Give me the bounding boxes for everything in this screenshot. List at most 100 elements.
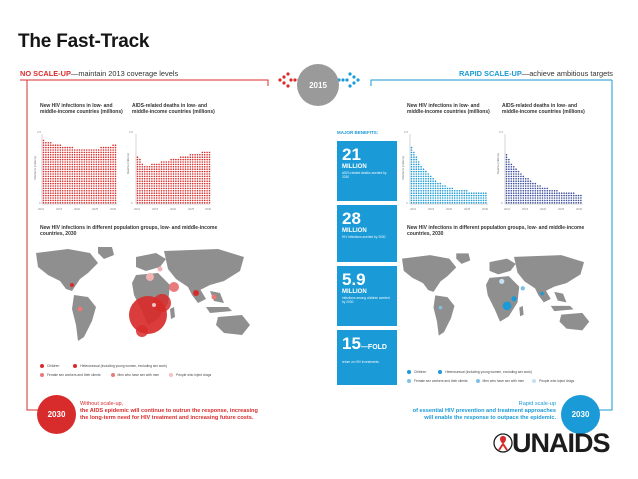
legend-dot [475, 379, 480, 383]
legend-dot [40, 364, 44, 368]
unaids-logo: UNAIDS [512, 428, 611, 458]
benefit-box-return: 15—FOLD return on HIV investments [337, 330, 397, 385]
y-tick: 2.5 [404, 130, 408, 134]
right-deaths-title: AIDS-related deaths in low- and middle-i… [502, 103, 585, 116]
footer-left-line1: Without scale-up, [80, 401, 124, 407]
bubble-heterosexual-india [193, 290, 199, 296]
benefit-description: infections among children averted by 203… [342, 296, 390, 305]
y-tick: 2.5 [499, 130, 503, 134]
benefit-unit: MILLION [342, 164, 367, 170]
right-map-bubbles [438, 278, 544, 311]
y-tick: 0 [131, 201, 133, 205]
x-tick: 2015 [152, 207, 159, 211]
red-top-line [20, 79, 269, 86]
no-scaleup-subtitle: —maintain 2013 coverage levels [70, 69, 179, 78]
y-tick: 2.5 [129, 130, 133, 134]
right-deaths-y-label: Deaths (millions) [496, 153, 500, 174]
legend-dot [73, 364, 78, 368]
year-2015-circle: 2015 [297, 64, 339, 106]
rapid-scaleup-conclusion: Rapid scale-up of essential HIV preventi… [413, 401, 556, 422]
left-world-map [36, 247, 250, 341]
right-deaths-title-line2: middle-income countries (millions) [502, 109, 585, 116]
footer-left-line3: the long-term need for HIV treatment and… [80, 415, 254, 421]
x-tick: 2030 [110, 207, 117, 211]
legend-label: Heterosexual (including young women, exc… [445, 370, 532, 374]
benefit-number-row: 15—FOLD [342, 335, 392, 356]
bubble-pwid-europe [499, 278, 505, 284]
benefit-box-infections: 28 MILLION HIV infections averted by 203… [337, 205, 397, 262]
bubble-heterosexual-africa [502, 301, 512, 311]
legend-label: Female sex workers and their clients [47, 373, 101, 377]
x-tick: 2030 [576, 207, 583, 211]
left-map-title-line1: New HIV infections in different populati… [40, 225, 218, 231]
x-tick: 2025 [92, 207, 99, 211]
legend-label: Heterosexual (including young women, exc… [80, 364, 167, 368]
bubble-pwid-eastern-europe [157, 266, 163, 272]
x-tick: 2025 [558, 207, 565, 211]
legend-label: Female sex workers and their clients [414, 379, 468, 383]
x-tick: 2010 [38, 207, 45, 211]
legend-dot [407, 370, 411, 374]
benefit-description: HIV infections averted by 2030 [342, 235, 386, 239]
right-deaths-dots [505, 154, 582, 204]
bubble-sex-workers-asia [169, 282, 179, 292]
left-deaths-title-line2: middle-income countries (millions) [132, 109, 215, 116]
right-legend: Children Heterosexual (including young w… [407, 370, 574, 383]
x-tick: 2020 [446, 207, 453, 211]
year-2030-circle-right: 2030 [561, 395, 600, 434]
left-infections-title: New HIV infections in low- and middle-in… [40, 103, 123, 116]
rapid-scaleup-subtitle: —achieve ambitious targets [521, 69, 613, 78]
blue-top-line [370, 79, 612, 86]
legend-heterosexual: Heterosexual (including young women, exc… [438, 370, 532, 374]
bubble-heterosexual-east-africa [153, 294, 171, 312]
right-map-title: New HIV infections in different populati… [407, 225, 584, 238]
bubble-heterosexual-east-africa [511, 296, 517, 302]
left-map-bubbles [70, 266, 217, 337]
no-scaleup-header: NO SCALE-UP—maintain 2013 coverage level… [20, 69, 178, 78]
legend-label: Men who have sex with men [482, 379, 525, 383]
legend-dot [169, 373, 174, 377]
right-infections-dots [410, 146, 487, 204]
right-infections-title: New HIV infections in low- and middle-in… [407, 103, 490, 116]
footer-right-line3: will enable the response to outpace the … [424, 415, 556, 421]
x-tick: 2010 [134, 207, 141, 211]
y-tick: 0 [501, 201, 503, 205]
legend-dot [438, 370, 443, 374]
x-tick: 2025 [464, 207, 471, 211]
legend-children: Children [407, 370, 426, 374]
legend-label: Children [414, 370, 427, 374]
legend-dot [407, 379, 411, 383]
left-infections-title-line1: New HIV infections in low- and [40, 103, 113, 109]
left-legend: Children Heterosexual (including young w… [40, 364, 211, 377]
left-infections-dots [42, 139, 117, 204]
x-tick: 2030 [482, 207, 489, 211]
legend-sex-workers: Female sex workers and their clients [40, 373, 101, 377]
right-world-map [402, 253, 590, 336]
rapid-scaleup-header: RAPID SCALE-UP—achieve ambitious targets [459, 69, 613, 78]
legend-msm: Men who have sex with men [110, 373, 159, 377]
footer-left-line2: the AIDS epidemic will continue to outru… [80, 408, 258, 414]
left-deaths-dots [136, 151, 211, 204]
red-chevron-icon [278, 72, 301, 88]
x-tick: 2015 [428, 207, 435, 211]
x-tick: 2020 [170, 207, 177, 211]
right-infections-title-line2: middle-income countries (millions) [407, 109, 490, 116]
year-2030-circle-left: 2030 [37, 395, 76, 434]
blue-right-line [598, 80, 613, 411]
right-map-title-line2: countries, 2030 [407, 231, 444, 238]
right-infections-title-line1: New HIV infections in low- and [407, 103, 480, 109]
left-deaths-title: AIDS-related deaths in low- and middle-i… [132, 103, 215, 116]
right-deaths-title-line1: AIDS-related deaths in low- and [502, 103, 578, 109]
benefit-number: 5.9 [342, 270, 366, 289]
x-tick: 2015 [522, 207, 529, 211]
no-scaleup-label: NO SCALE-UP [20, 69, 71, 78]
page-title: The Fast-Track [18, 31, 150, 52]
left-infections-y-label: Infections (millions) [33, 156, 37, 180]
benefit-unit: MILLION [342, 228, 367, 234]
benefit-unit: MILLION [342, 289, 367, 295]
bubble-msm-se-asia [211, 294, 217, 300]
right-map-title-line1: New HIV infections in different populati… [407, 225, 585, 231]
left-map-title-line2: countries, 2030 [40, 231, 77, 238]
